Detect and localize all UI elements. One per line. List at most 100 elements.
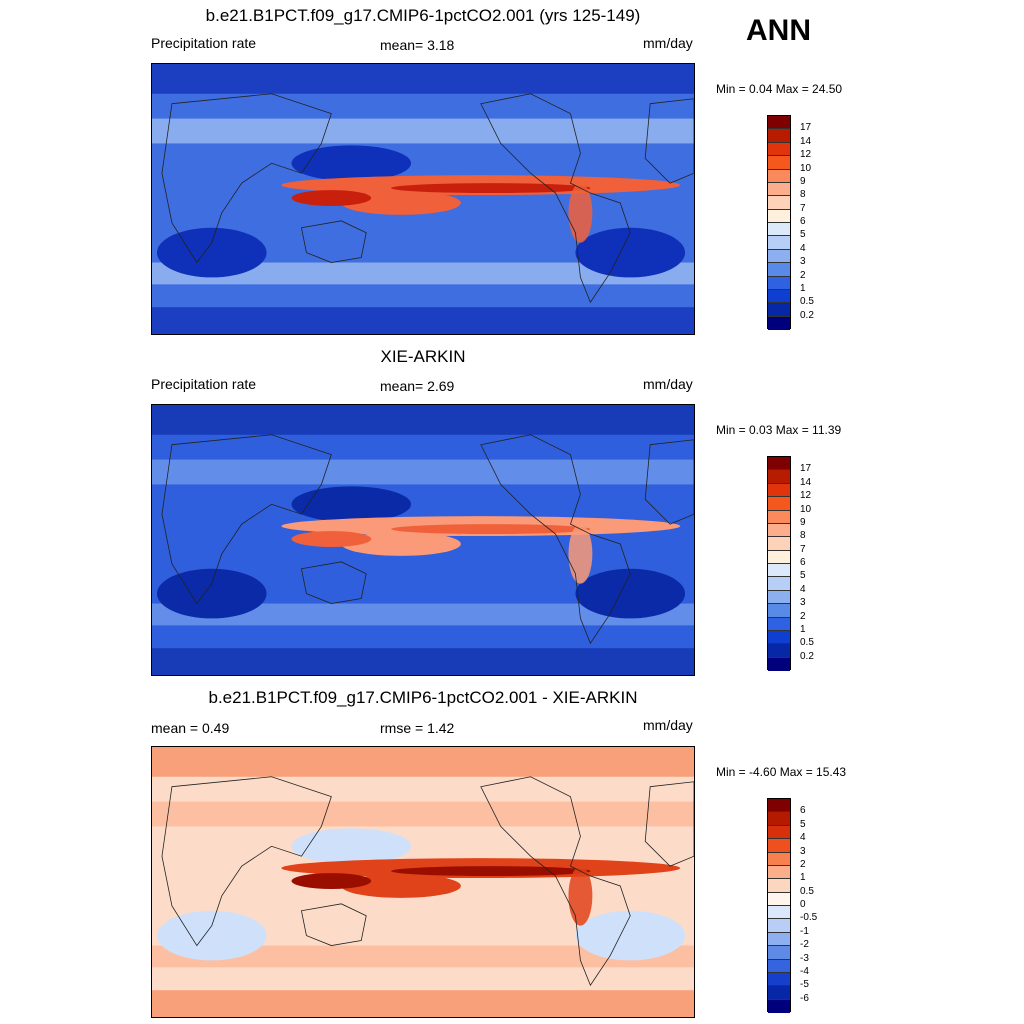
colorbar-swatch	[768, 630, 790, 645]
andes-band	[568, 524, 593, 584]
panel3-minmax: Min = -4.60 Max = 15.43	[716, 765, 847, 779]
colorbar-swatch	[768, 209, 790, 223]
arctic-band	[152, 405, 694, 435]
colorbar-tick-label: 14	[800, 476, 812, 488]
colorbar-tick-label: 9	[800, 175, 806, 187]
colorbar-swatch	[768, 249, 790, 264]
colorbar-swatch	[768, 865, 790, 880]
colorbar-tick-label: 4	[800, 583, 806, 595]
dry-zone	[291, 145, 412, 182]
colorbar-swatch	[768, 644, 790, 658]
colorbar-swatch	[768, 510, 790, 524]
colorbar-tick-label: 12	[800, 490, 812, 502]
colorbar-tick-label: 5	[800, 818, 806, 830]
colorbar-swatch	[768, 263, 790, 277]
coastline	[300, 220, 367, 263]
south-storm-track	[152, 945, 694, 968]
colorbar-swatch	[768, 825, 790, 840]
colorbar-tick-label: 0.2	[800, 650, 814, 662]
season-label: ANN	[746, 14, 811, 47]
colorbar-swatch	[768, 564, 790, 578]
colorbar-swatch	[768, 906, 790, 920]
coastline	[480, 776, 631, 987]
colorbar-tick-label: -2	[800, 939, 809, 951]
colorbar-swatch	[768, 129, 790, 143]
colorbar-swatch	[768, 196, 790, 210]
panel2-title: XIE-ARKIN	[380, 347, 466, 366]
colorbar-tick-label: 8	[800, 530, 806, 542]
dry-zone	[156, 910, 267, 961]
colorbar-swatch	[768, 523, 790, 538]
colorbar-tick-label: 0	[800, 899, 806, 910]
colorbar-tick-label: 1	[800, 623, 806, 635]
colorbar-swatch	[768, 303, 790, 317]
north-storm-track	[152, 459, 694, 485]
coastline	[161, 93, 332, 264]
colorbar-tick-label: 2	[800, 858, 806, 870]
colorbar-tick-label: 0.2	[800, 309, 814, 321]
dry-zone	[156, 227, 267, 278]
colorbar-tick-label: 3	[800, 845, 806, 857]
north-storm-track	[152, 118, 694, 144]
coastline	[644, 98, 694, 184]
antarctic-band	[152, 307, 694, 334]
panel2-center-label: mean= 2.69	[380, 378, 455, 394]
colorbar-tick-label: 3	[800, 256, 806, 268]
colorbar-tick-label: -1	[800, 925, 809, 937]
colorbar-tick-label: 1	[800, 282, 806, 294]
colorbar-swatch	[768, 182, 790, 197]
antarctic-band	[152, 648, 694, 675]
panel3-colorbar	[767, 798, 791, 1013]
colorbar-tick-label: -4	[800, 965, 809, 977]
panel2-units: mm/day	[643, 376, 693, 392]
colorbar-swatch	[768, 470, 790, 484]
dry-zone	[575, 568, 686, 619]
colorbar-tick-label: 7	[800, 202, 806, 214]
panel1-map	[151, 63, 695, 335]
colorbar-swatch	[768, 497, 790, 511]
dry-zone	[291, 486, 412, 523]
coastline	[300, 561, 367, 604]
colorbar-swatch	[768, 590, 790, 605]
colorbar-swatch	[768, 812, 790, 826]
colorbar-tick-label: 5	[800, 570, 806, 582]
colorbar-tick-label: 14	[800, 135, 812, 147]
coastline	[161, 776, 332, 947]
colorbar-tick-label: 12	[800, 149, 812, 161]
colorbar-tick-label: 6	[800, 557, 806, 568]
colorbar-tick-label: -3	[800, 952, 809, 964]
coastline	[480, 93, 631, 304]
colorbar-swatch	[768, 932, 790, 947]
colorbar-swatch	[768, 892, 790, 906]
colorbar-tick-label: 9	[800, 516, 806, 528]
colorbar-tick-label: 8	[800, 189, 806, 201]
coastline	[644, 781, 694, 867]
colorbar-tick-label: 17	[800, 122, 812, 134]
colorbar-swatch	[768, 946, 790, 960]
coastline	[480, 434, 631, 645]
antarctic-band	[152, 990, 694, 1017]
panel3-map	[151, 746, 695, 1018]
panel2-colorbar	[767, 456, 791, 671]
colorbar-swatch	[768, 116, 790, 130]
panel1-units: mm/day	[643, 35, 693, 51]
panel2-map	[151, 404, 695, 676]
colorbar-tick-label: 6	[800, 805, 806, 817]
colorbar-swatch	[768, 959, 790, 973]
maritime-continent-core	[291, 190, 372, 206]
colorbar-swatch	[768, 919, 790, 933]
andes-band	[568, 183, 593, 243]
spcz-band	[341, 532, 461, 556]
colorbar-swatch	[768, 169, 790, 183]
colorbar-tick-label: 2	[800, 269, 806, 281]
colorbar-swatch	[768, 879, 790, 893]
colorbar-tick-label: 4	[800, 242, 806, 254]
colorbar-tick-label: -6	[800, 992, 809, 1004]
maritime-continent-core	[291, 873, 372, 889]
itcz-core	[391, 524, 591, 535]
colorbar-tick-label: 0.5	[800, 885, 814, 897]
spcz-band	[341, 874, 461, 898]
colorbar-swatch	[768, 236, 790, 250]
panel1-title: b.e21.B1PCT.f09_g17.CMIP6-1pctCO2.001 (y…	[205, 6, 641, 25]
colorbar-tick-label: 1	[800, 872, 806, 884]
